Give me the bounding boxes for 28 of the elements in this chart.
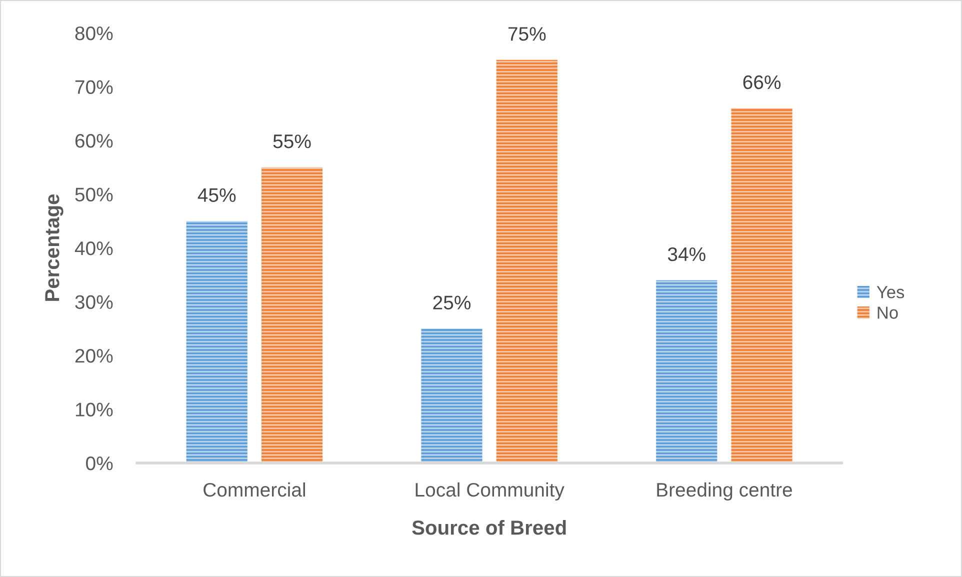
bar <box>656 280 718 463</box>
data-label: 75% <box>508 27 546 41</box>
y-axis-title: Percentage <box>45 194 64 301</box>
x-tick-label: Breeding centre <box>657 482 792 501</box>
bar <box>421 328 482 463</box>
data-label: 55% <box>273 134 311 148</box>
legend-label: Yes <box>876 286 904 298</box>
bar <box>496 60 558 463</box>
y-tick-label: 70% <box>75 80 113 94</box>
x-tick-label: Local Community <box>416 482 564 501</box>
data-label: 66% <box>743 75 781 90</box>
y-tick-label: 20% <box>75 348 113 363</box>
data-label: 45% <box>198 188 236 202</box>
x-tick-label: Commercial <box>204 482 305 497</box>
y-tick-label: 10% <box>76 402 113 416</box>
y-tick-label: 30% <box>75 295 113 309</box>
bar <box>186 221 248 463</box>
x-axis-title: Source of Breed <box>412 520 566 535</box>
y-tick-label: 0% <box>86 456 113 470</box>
y-tick-label: 50% <box>75 188 113 202</box>
data-label: 34% <box>668 247 706 262</box>
data-label: 25% <box>433 296 471 310</box>
y-tick-label: 60% <box>75 134 113 148</box>
y-tick-label: 80% <box>75 26 113 40</box>
bar <box>731 108 792 463</box>
bar <box>261 167 323 463</box>
legend-label: No <box>878 306 898 319</box>
y-tick-label: 40% <box>74 241 113 256</box>
